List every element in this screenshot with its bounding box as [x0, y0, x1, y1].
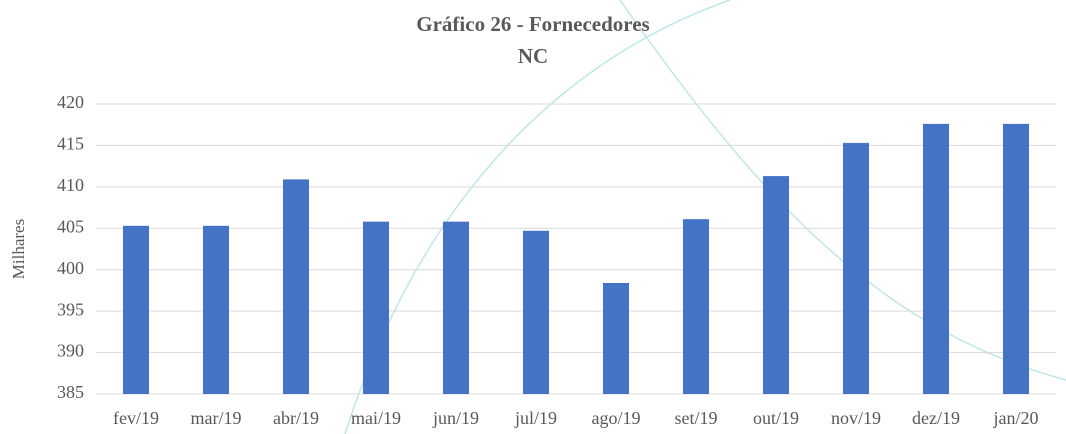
chart-title: Gráfico 26 - Fornecedores	[416, 12, 649, 36]
bar	[763, 176, 789, 394]
y-tick-label: 420	[57, 92, 84, 112]
bar	[683, 219, 709, 394]
chart-subtitle: NC	[518, 44, 548, 68]
x-tick-label: mar/19	[191, 408, 242, 428]
decorative-curve	[619, 0, 1066, 381]
x-tick-label: nov/19	[831, 408, 881, 428]
bar	[523, 230, 549, 394]
y-tick-label: 400	[57, 258, 84, 278]
bar	[603, 282, 629, 394]
bar	[283, 179, 309, 394]
y-tick-label: 415	[57, 134, 84, 154]
y-tick-label: 395	[57, 299, 84, 319]
x-tick-label: ago/19	[592, 408, 641, 428]
y-tick-label: 390	[57, 341, 84, 361]
y-tick-label: 405	[57, 216, 84, 236]
bar	[1003, 123, 1029, 394]
x-tick-label: out/19	[753, 408, 799, 428]
x-tick-label: jun/19	[432, 408, 479, 428]
x-tick-label: set/19	[675, 408, 718, 428]
bar	[843, 142, 869, 394]
x-tick-label: jul/19	[514, 408, 557, 428]
x-tick-label: dez/19	[912, 408, 960, 428]
y-tick-label: 385	[57, 382, 84, 402]
x-tick-label: mai/19	[351, 408, 401, 428]
bar	[363, 221, 389, 394]
bar	[443, 221, 469, 394]
x-tick-label: abr/19	[273, 408, 319, 428]
y-tick-label: 410	[57, 175, 84, 195]
x-tick-label: fev/19	[113, 408, 159, 428]
x-tick-label: jan/20	[993, 408, 1039, 428]
y-axis-label: Milhares	[9, 219, 28, 279]
bar	[203, 225, 229, 394]
bar	[923, 123, 949, 394]
bar	[123, 225, 149, 394]
